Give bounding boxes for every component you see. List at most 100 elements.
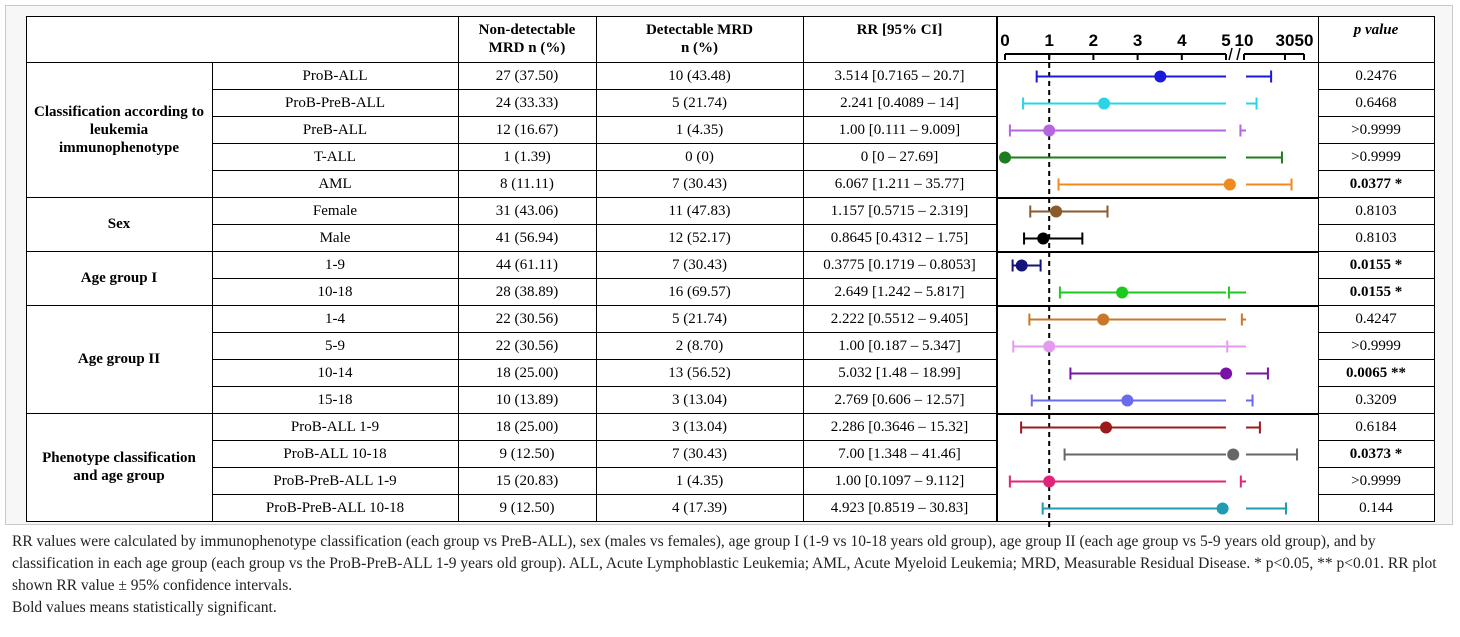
subgroup-cell: 1-4 (325, 310, 345, 327)
detectable-cell: 1 (4.35) (675, 472, 724, 489)
non-detectable-cell: 18 (25.00) (495, 364, 559, 381)
row-divider (1318, 116, 1434, 117)
rr-point (1116, 286, 1129, 299)
plot-left-divider (996, 16, 998, 521)
p-value-cell: 0.8103 (1355, 229, 1397, 246)
rr-ci-cell: 0.8645 [0.4312 – 1.75] (830, 229, 969, 246)
row-divider (212, 170, 996, 171)
rr-ci-cell: 0 [0 – 27.69] (860, 148, 939, 165)
rr-point (1050, 205, 1063, 218)
row-divider (1318, 278, 1434, 279)
p-value-cell: 0.144 (1359, 499, 1393, 516)
column-divider (596, 16, 597, 521)
detectable-cell: 4 (17.39) (672, 499, 727, 516)
detectable-cell: 7 (30.43) (672, 175, 727, 192)
detectable-cell: 1 (4.35) (675, 121, 724, 138)
rr-point (1043, 124, 1056, 137)
detectable-cell: 2 (8.70) (675, 337, 724, 354)
group-label: Age group II (77, 351, 161, 367)
row-divider (1318, 386, 1434, 387)
group-divider-plot (996, 305, 1318, 307)
header-divider (26, 62, 1434, 63)
detectable-cell: 16 (69.57) (668, 283, 731, 300)
group-divider (1318, 413, 1434, 414)
subgroup-cell: PreB-ALL (302, 121, 368, 138)
p-value-cell: >0.9999 (1351, 472, 1401, 489)
non-detectable-cell: 41 (56.94) (495, 229, 559, 246)
group-divider-plot (996, 251, 1318, 253)
p-value-cell: 0.0155 * (1349, 256, 1403, 273)
rr-ci-cell: 5.032 [1.48 – 18.99] (838, 364, 961, 381)
subgroup-cell: 15-18 (317, 391, 353, 408)
group-divider (26, 251, 996, 252)
p-value-cell: 0.0373 * (1349, 445, 1403, 462)
x-tick-label: 3 (1133, 31, 1142, 50)
subgroup-cell: Male (319, 229, 351, 246)
column-divider (1318, 16, 1319, 521)
subgroup-cell: ProB-ALL 1-9 (290, 418, 380, 435)
rr-ci-cell: 2.241 [0.4089 – 14] (840, 94, 959, 111)
header-detectable-line2: n (%) (680, 40, 719, 56)
x-tick-label: 4 (1177, 31, 1187, 50)
group-label: Age group I (80, 270, 158, 286)
row-divider (212, 278, 996, 279)
rr-ci-cell: 0.3775 [0.1719 – 0.8053] (823, 256, 976, 273)
non-detectable-cell: 31 (43.06) (495, 202, 559, 219)
detectable-cell: 13 (56.52) (668, 364, 731, 381)
detectable-cell: 3 (13.04) (672, 418, 727, 435)
group-divider-plot (996, 197, 1318, 199)
non-detectable-cell: 22 (30.56) (495, 337, 559, 354)
table-border-left (26, 16, 27, 521)
subgroup-cell: Female (312, 202, 358, 219)
table-border-right (1434, 16, 1435, 521)
non-detectable-cell: 1 (1.39) (503, 148, 551, 165)
non-detectable-cell: 22 (30.56) (495, 310, 559, 327)
rr-point (1227, 448, 1240, 461)
p-value-cell: 0.3209 (1355, 391, 1397, 408)
header-non-detectable-line1: Non-detectable (478, 22, 576, 38)
group-divider (26, 197, 996, 198)
p-value-cell: 0.6184 (1355, 418, 1397, 435)
detectable-cell: 10 (43.48) (668, 67, 731, 84)
header-p-value: p value (1353, 22, 1399, 38)
rr-point (1100, 421, 1113, 434)
p-value-cell: 0.2476 (1355, 67, 1397, 84)
subgroup-cell: ProB-PreB-ALL 10-18 (265, 499, 405, 516)
x-tick-label: 5 (1221, 31, 1230, 50)
x-tick-label: 10 (1235, 31, 1254, 50)
rr-ci-cell: 4.923 [0.8519 – 30.83] (830, 499, 969, 516)
row-divider (1318, 89, 1434, 90)
axis-break-mark (1228, 47, 1233, 61)
rr-ci-cell: 1.00 [0.1097 – 9.112] (834, 472, 965, 489)
caption-text: RR values were calculated by immunopheno… (12, 533, 1437, 594)
rr-point (1097, 313, 1110, 326)
non-detectable-cell: 18 (25.00) (495, 418, 559, 435)
row-divider (1318, 440, 1434, 441)
row-divider (212, 467, 996, 468)
subgroup-cell: 10-18 (317, 283, 353, 300)
rr-point (1043, 340, 1056, 353)
row-divider (1318, 143, 1434, 144)
column-divider (458, 16, 459, 521)
header-non-detectable: Non-detectable MRD n (%) (458, 16, 596, 62)
rr-point (1223, 178, 1236, 191)
p-value-cell: 0.4247 (1355, 310, 1397, 327)
x-tick-label: 0 (1000, 31, 1009, 50)
non-detectable-cell: 15 (20.83) (495, 472, 559, 489)
subgroup-cell: AML (318, 175, 352, 192)
axis-break-mark (1236, 47, 1241, 61)
detectable-cell: 7 (30.43) (672, 445, 727, 462)
non-detectable-cell: 8 (11.11) (500, 175, 554, 192)
subgroup-cell: T-ALL (314, 148, 356, 165)
group-divider (26, 305, 996, 306)
column-divider (212, 62, 213, 521)
rr-ci-cell: 6.067 [1.211 – 35.77] (834, 175, 965, 192)
column-divider (803, 16, 804, 521)
subgroup-cell: ProB-PreB-ALL 1-9 (273, 472, 397, 489)
row-divider (212, 116, 996, 117)
subgroup-cell: ProB-PreB-ALL (285, 94, 385, 111)
group-divider (1318, 305, 1434, 306)
header-detectable-line1: Detectable MRD (645, 22, 754, 38)
group-divider (26, 413, 996, 414)
row-divider (212, 332, 996, 333)
